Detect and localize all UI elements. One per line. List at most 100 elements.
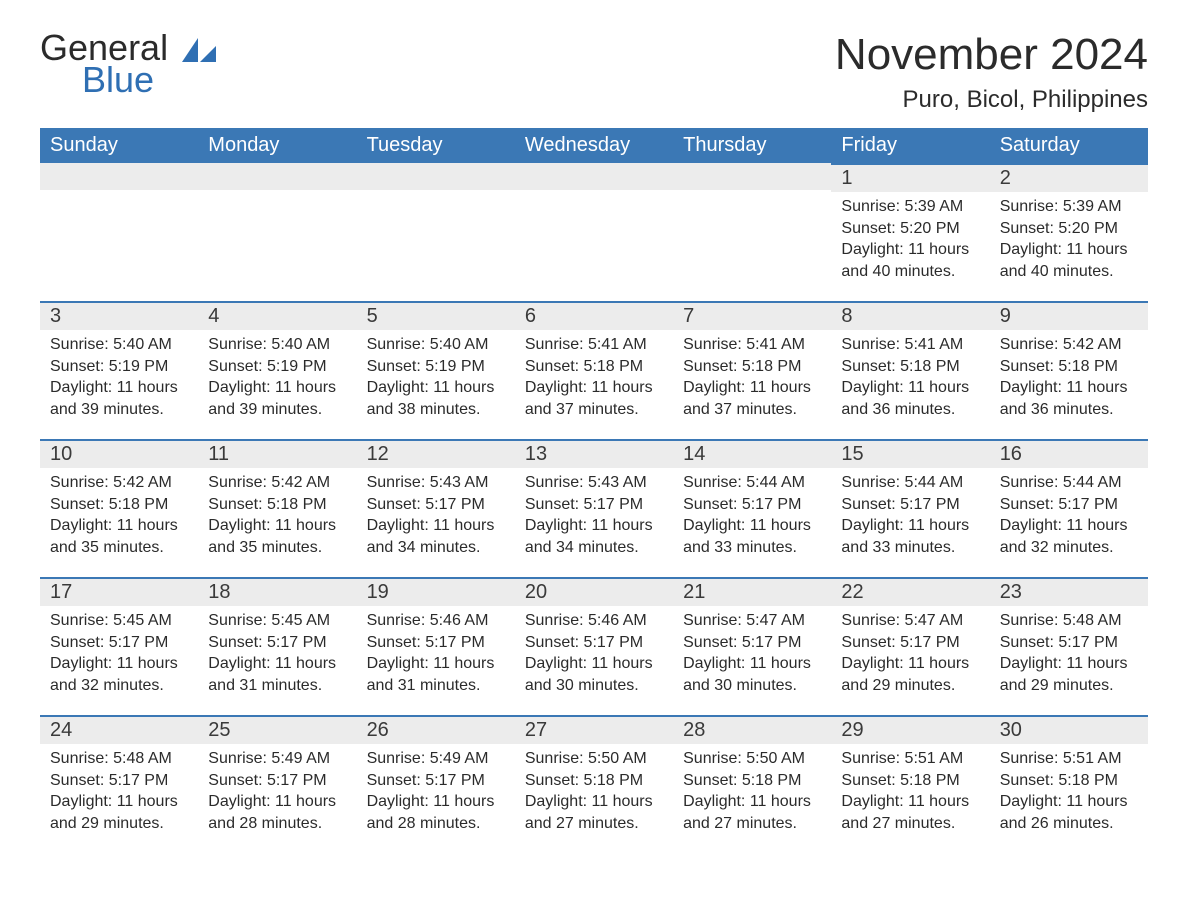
day-body: Sunrise: 5:41 AMSunset: 5:18 PMDaylight:…	[673, 330, 831, 430]
calendar-day-cell: 15Sunrise: 5:44 AMSunset: 5:17 PMDayligh…	[831, 439, 989, 577]
calendar-day-cell	[198, 163, 356, 301]
calendar-day-cell	[357, 163, 515, 301]
logo-text-blue: Blue	[82, 62, 216, 98]
sunset-text: Sunset: 5:20 PM	[841, 218, 979, 240]
title-block: November 2024 Puro, Bicol, Philippines	[835, 30, 1148, 114]
sunrise-text: Sunrise: 5:41 AM	[525, 334, 663, 356]
day-number: 17	[40, 577, 198, 606]
calendar-day-cell: 6Sunrise: 5:41 AMSunset: 5:18 PMDaylight…	[515, 301, 673, 439]
day-number: 21	[673, 577, 831, 606]
sunset-text: Sunset: 5:17 PM	[841, 632, 979, 654]
sunset-text: Sunset: 5:18 PM	[841, 356, 979, 378]
col-header: Monday	[198, 128, 356, 163]
day-body: Sunrise: 5:49 AMSunset: 5:17 PMDaylight:…	[357, 744, 515, 844]
col-header: Friday	[831, 128, 989, 163]
day-body: Sunrise: 5:44 AMSunset: 5:17 PMDaylight:…	[831, 468, 989, 568]
sunset-text: Sunset: 5:19 PM	[50, 356, 188, 378]
calendar-day-cell: 25Sunrise: 5:49 AMSunset: 5:17 PMDayligh…	[198, 715, 356, 853]
sunrise-text: Sunrise: 5:48 AM	[50, 748, 188, 770]
sunset-text: Sunset: 5:17 PM	[525, 494, 663, 516]
calendar-day-cell: 21Sunrise: 5:47 AMSunset: 5:17 PMDayligh…	[673, 577, 831, 715]
day-body: Sunrise: 5:39 AMSunset: 5:20 PMDaylight:…	[990, 192, 1148, 292]
day-number: 12	[357, 439, 515, 468]
day-body: Sunrise: 5:50 AMSunset: 5:18 PMDaylight:…	[673, 744, 831, 844]
sunrise-text: Sunrise: 5:45 AM	[208, 610, 346, 632]
sunset-text: Sunset: 5:17 PM	[1000, 632, 1138, 654]
calendar-day-cell: 29Sunrise: 5:51 AMSunset: 5:18 PMDayligh…	[831, 715, 989, 853]
calendar-body: 1Sunrise: 5:39 AMSunset: 5:20 PMDaylight…	[40, 163, 1148, 853]
empty-day-bar	[515, 163, 673, 190]
daylight-text: Daylight: 11 hours and 32 minutes.	[50, 653, 188, 696]
day-body: Sunrise: 5:47 AMSunset: 5:17 PMDaylight:…	[831, 606, 989, 706]
calendar-day-cell: 11Sunrise: 5:42 AMSunset: 5:18 PMDayligh…	[198, 439, 356, 577]
sunset-text: Sunset: 5:17 PM	[367, 632, 505, 654]
calendar-day-cell: 18Sunrise: 5:45 AMSunset: 5:17 PMDayligh…	[198, 577, 356, 715]
daylight-text: Daylight: 11 hours and 37 minutes.	[525, 377, 663, 420]
calendar-day-cell: 19Sunrise: 5:46 AMSunset: 5:17 PMDayligh…	[357, 577, 515, 715]
sunset-text: Sunset: 5:17 PM	[683, 632, 821, 654]
calendar-day-cell: 28Sunrise: 5:50 AMSunset: 5:18 PMDayligh…	[673, 715, 831, 853]
calendar-day-cell: 4Sunrise: 5:40 AMSunset: 5:19 PMDaylight…	[198, 301, 356, 439]
calendar-week-row: 24Sunrise: 5:48 AMSunset: 5:17 PMDayligh…	[40, 715, 1148, 853]
day-number: 28	[673, 715, 831, 744]
day-number: 25	[198, 715, 356, 744]
calendar-week-row: 3Sunrise: 5:40 AMSunset: 5:19 PMDaylight…	[40, 301, 1148, 439]
sunset-text: Sunset: 5:17 PM	[50, 770, 188, 792]
day-body: Sunrise: 5:42 AMSunset: 5:18 PMDaylight:…	[198, 468, 356, 568]
day-number: 9	[990, 301, 1148, 330]
sunset-text: Sunset: 5:18 PM	[50, 494, 188, 516]
sunrise-text: Sunrise: 5:45 AM	[50, 610, 188, 632]
daylight-text: Daylight: 11 hours and 29 minutes.	[50, 791, 188, 834]
daylight-text: Daylight: 11 hours and 30 minutes.	[683, 653, 821, 696]
page-title: November 2024	[835, 30, 1148, 80]
day-number: 10	[40, 439, 198, 468]
day-body: Sunrise: 5:46 AMSunset: 5:17 PMDaylight:…	[357, 606, 515, 706]
day-number: 6	[515, 301, 673, 330]
daylight-text: Daylight: 11 hours and 40 minutes.	[841, 239, 979, 282]
daylight-text: Daylight: 11 hours and 27 minutes.	[683, 791, 821, 834]
sunrise-text: Sunrise: 5:50 AM	[683, 748, 821, 770]
sunrise-text: Sunrise: 5:39 AM	[1000, 196, 1138, 218]
daylight-text: Daylight: 11 hours and 37 minutes.	[683, 377, 821, 420]
sunrise-text: Sunrise: 5:42 AM	[208, 472, 346, 494]
day-number: 14	[673, 439, 831, 468]
daylight-text: Daylight: 11 hours and 27 minutes.	[525, 791, 663, 834]
sunset-text: Sunset: 5:18 PM	[208, 494, 346, 516]
sunset-text: Sunset: 5:20 PM	[1000, 218, 1138, 240]
sunrise-text: Sunrise: 5:40 AM	[208, 334, 346, 356]
calendar-day-cell: 10Sunrise: 5:42 AMSunset: 5:18 PMDayligh…	[40, 439, 198, 577]
daylight-text: Daylight: 11 hours and 29 minutes.	[1000, 653, 1138, 696]
sunset-text: Sunset: 5:17 PM	[208, 770, 346, 792]
day-body: Sunrise: 5:50 AMSunset: 5:18 PMDaylight:…	[515, 744, 673, 844]
day-number: 8	[831, 301, 989, 330]
calendar-day-cell: 13Sunrise: 5:43 AMSunset: 5:17 PMDayligh…	[515, 439, 673, 577]
logo: General Blue	[40, 30, 216, 98]
daylight-text: Daylight: 11 hours and 26 minutes.	[1000, 791, 1138, 834]
calendar-day-cell: 1Sunrise: 5:39 AMSunset: 5:20 PMDaylight…	[831, 163, 989, 301]
day-number: 11	[198, 439, 356, 468]
calendar-day-cell	[40, 163, 198, 301]
day-body: Sunrise: 5:42 AMSunset: 5:18 PMDaylight:…	[40, 468, 198, 568]
daylight-text: Daylight: 11 hours and 27 minutes.	[841, 791, 979, 834]
calendar-day-cell: 8Sunrise: 5:41 AMSunset: 5:18 PMDaylight…	[831, 301, 989, 439]
sunset-text: Sunset: 5:17 PM	[367, 494, 505, 516]
calendar-table: Sunday Monday Tuesday Wednesday Thursday…	[40, 128, 1148, 853]
day-number: 27	[515, 715, 673, 744]
day-number: 30	[990, 715, 1148, 744]
daylight-text: Daylight: 11 hours and 36 minutes.	[841, 377, 979, 420]
calendar-week-row: 17Sunrise: 5:45 AMSunset: 5:17 PMDayligh…	[40, 577, 1148, 715]
page-subtitle: Puro, Bicol, Philippines	[835, 86, 1148, 114]
sunset-text: Sunset: 5:19 PM	[208, 356, 346, 378]
sunrise-text: Sunrise: 5:49 AM	[208, 748, 346, 770]
day-number: 18	[198, 577, 356, 606]
day-body: Sunrise: 5:40 AMSunset: 5:19 PMDaylight:…	[198, 330, 356, 430]
sunset-text: Sunset: 5:17 PM	[1000, 494, 1138, 516]
sunset-text: Sunset: 5:18 PM	[1000, 770, 1138, 792]
day-number: 29	[831, 715, 989, 744]
day-number: 20	[515, 577, 673, 606]
day-body: Sunrise: 5:45 AMSunset: 5:17 PMDaylight:…	[198, 606, 356, 706]
day-number: 13	[515, 439, 673, 468]
daylight-text: Daylight: 11 hours and 33 minutes.	[841, 515, 979, 558]
daylight-text: Daylight: 11 hours and 31 minutes.	[208, 653, 346, 696]
sunrise-text: Sunrise: 5:46 AM	[525, 610, 663, 632]
